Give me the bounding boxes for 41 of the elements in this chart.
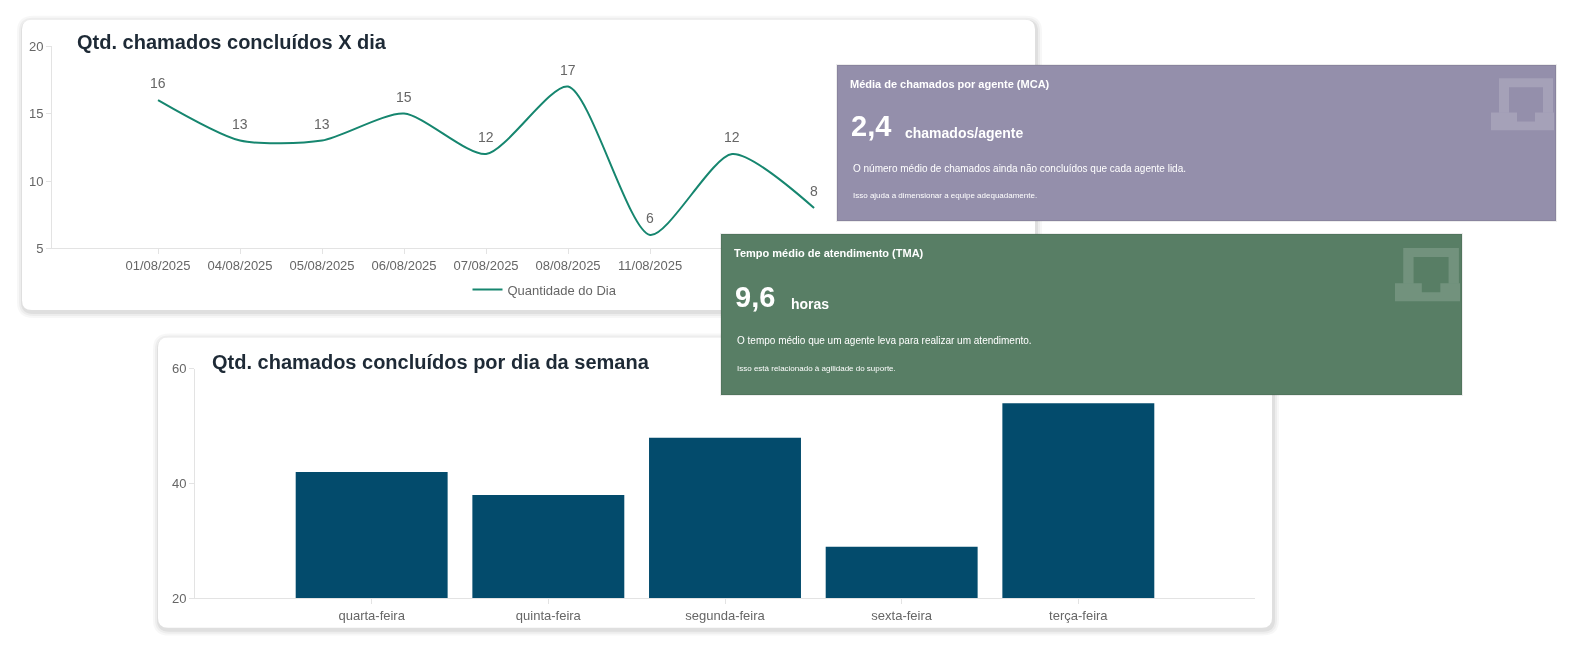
annotation: Isso está relacionado à agilidade do suporte. xyxy=(737,364,896,373)
y-tick-label: 40 xyxy=(171,476,187,492)
annotation: 2,4 xyxy=(851,110,892,142)
data-label: 6 xyxy=(646,210,654,226)
data-label: 13 xyxy=(314,116,330,132)
x-tick-label: 01/08/2025 xyxy=(125,258,191,274)
x-tick-label: quarta-feira xyxy=(338,608,406,624)
data-label: 15 xyxy=(396,89,412,105)
chart-title: Qtd. chamados concluídos X dia xyxy=(77,31,387,53)
x-tick-label: segunda-feira xyxy=(685,608,766,624)
data-label: 12 xyxy=(478,129,494,145)
y-tick-label: 10 xyxy=(28,173,44,189)
text: Média de chamados por agente (MCA) xyxy=(850,78,1050,90)
legend-label: Quantidade do Dia xyxy=(507,282,617,298)
annotation: O número médio de chamados ainda não concluídos que cada agente lida. xyxy=(853,163,1187,174)
chart-title: Qtd. chamados concluídos por dia da semana xyxy=(212,351,650,373)
data-label: 13 xyxy=(232,116,248,132)
x-tick-label: 06/08/2025 xyxy=(371,258,437,274)
x-tick-label: 05/08/2025 xyxy=(289,258,355,274)
x-tick-label: terça-feira xyxy=(1049,608,1109,624)
data-label: 17 xyxy=(560,62,576,78)
x-tick-label: 11/08/2025 xyxy=(618,258,683,274)
x-tick-label: sexta-feira xyxy=(871,608,933,624)
y-tick-label: 15 xyxy=(28,106,44,122)
data-label: 16 xyxy=(150,75,166,91)
data-label: 8 xyxy=(810,183,818,199)
y-tick-label: 60 xyxy=(171,361,187,377)
annotation: Isso ajuda a dimensionar a equipe adequadamente. xyxy=(853,191,1038,200)
text: horas xyxy=(791,296,830,312)
data-label: 12 xyxy=(724,129,740,145)
text: chamados/agente xyxy=(905,125,1024,141)
x-tick-label: 08/08/2025 xyxy=(535,258,601,274)
text: Tempo médio de atendimento (TMA) xyxy=(734,247,924,259)
x-tick-label: quinta-feira xyxy=(515,608,582,624)
text: O tempo médio que um agente leva para realizar um atendimento. xyxy=(737,335,1032,346)
text: 9,6 xyxy=(735,281,776,313)
x-tick-label: 07/08/2025 xyxy=(453,258,519,274)
y-tick-label: 20 xyxy=(171,591,187,607)
x-tick-label: 04/08/2025 xyxy=(207,258,273,274)
y-tick-label: 5 xyxy=(36,241,44,257)
y-tick-label: 20 xyxy=(28,38,44,54)
